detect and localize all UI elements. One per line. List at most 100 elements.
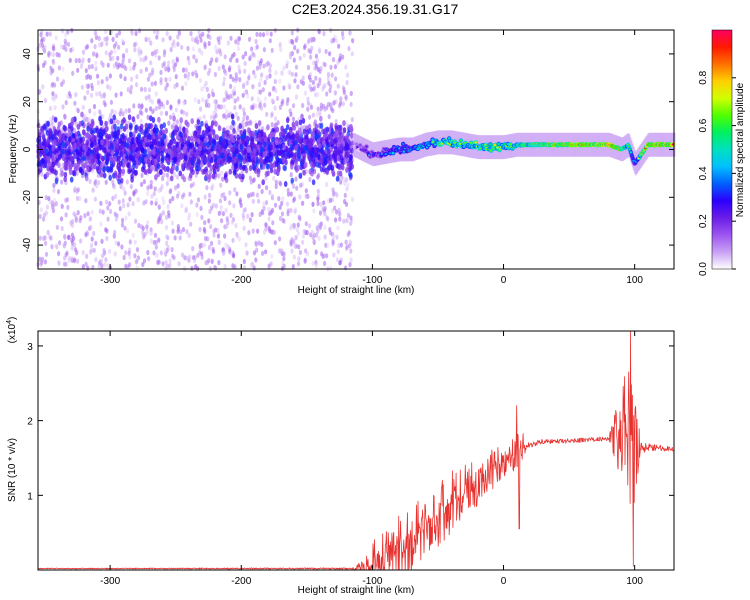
spectrogram-noise-point xyxy=(137,132,141,139)
spectrogram-noise-point xyxy=(231,137,236,144)
spectrogram-noise-point xyxy=(339,154,344,161)
spectrogram-noise-point xyxy=(105,153,110,160)
spectrogram-noise-point xyxy=(111,36,115,43)
spectrogram-noise-point xyxy=(142,163,146,170)
spectrogram-noise-point xyxy=(64,46,68,52)
spectrogram-noise-point xyxy=(208,67,212,73)
spectrogram-noise-point xyxy=(63,176,67,183)
spectrogram-noise-point xyxy=(323,159,328,165)
spectrogram-noise-point xyxy=(238,153,242,160)
spectrogram-noise-point xyxy=(177,31,182,37)
spectrogram-noise-point xyxy=(66,234,70,240)
spectrogram-noise-point xyxy=(232,128,236,134)
spectrogram-noise-point xyxy=(85,253,89,259)
spectrogram-noise-point xyxy=(190,36,194,42)
spectrogram-noise-point xyxy=(268,189,272,196)
spectrogram-noise-point xyxy=(260,188,264,195)
spectrogram-noise-point xyxy=(164,265,168,271)
spectrogram-noise-point xyxy=(269,131,274,138)
spectrogram-noise-point xyxy=(181,163,185,170)
spectrogram-noise-point xyxy=(335,209,339,215)
spectrogram-noise-point xyxy=(164,66,168,72)
spectrogram-noise-point xyxy=(39,150,43,157)
spectrogram-noise-point xyxy=(275,95,280,102)
spectrogram-noise-point xyxy=(210,57,214,63)
spectrogram-noise-point xyxy=(129,66,133,72)
spectrogram-noise-point xyxy=(209,114,213,120)
spectrogram-noise-point xyxy=(57,162,61,169)
spectrogram-noise-point xyxy=(216,36,220,42)
spectrogram-noise-point xyxy=(269,161,273,168)
spectrogram-noise-point xyxy=(302,128,307,135)
spectrogram-noise-point xyxy=(102,139,107,146)
spectrogram-noise-point xyxy=(176,183,180,189)
spectrogram-noise-point xyxy=(296,164,301,171)
spectrogram-noise-point xyxy=(251,160,256,166)
spectrogram-noise-point xyxy=(90,118,95,125)
spectrogram-noise-point xyxy=(289,207,293,213)
spectrogram-noise-point xyxy=(89,249,93,255)
spectrogram-noise-point xyxy=(344,177,348,183)
spectrogram-noise-point xyxy=(42,36,46,42)
spectrogram-noise-point xyxy=(148,106,153,112)
spectrogram-noise-point xyxy=(270,47,274,54)
spectrogram-noise-point xyxy=(174,185,178,191)
spectrogram-noise-point xyxy=(250,212,254,218)
spectrogram-noise-point xyxy=(113,251,117,257)
spectrogram-noise-point xyxy=(66,93,70,100)
spectrogram-noise-point xyxy=(276,149,281,156)
spectrogram-noise-point xyxy=(305,129,310,136)
spectrogram-noise-point xyxy=(179,131,183,138)
spectrogram-noise-point xyxy=(238,160,243,167)
spectrogram-noise-point xyxy=(306,137,311,144)
spectrogram-noise-point xyxy=(280,211,284,217)
spectrogram-signal-point xyxy=(391,152,395,155)
spectrogram-noise-point xyxy=(144,66,148,72)
spectrogram-noise-point xyxy=(348,262,352,268)
spectrogram-noise-point xyxy=(171,195,175,202)
spectrogram-noise-point xyxy=(65,250,69,256)
spectrogram-noise-point xyxy=(256,228,260,234)
spectrogram-noise-point xyxy=(289,172,293,178)
spectrogram-noise-point xyxy=(113,211,117,217)
spectrogram-noise-point xyxy=(264,200,269,206)
spectrogram-noise-point xyxy=(254,240,258,246)
figure-title: C2E3.2024.356.19.31.G17 xyxy=(292,1,459,17)
spectrogram-noise-point xyxy=(111,55,115,61)
spectrogram-noise-point xyxy=(295,185,299,191)
spectrogram-noise-point xyxy=(248,175,253,181)
spectrogram-noise-point xyxy=(349,257,353,263)
spectrogram-noise-point xyxy=(262,205,266,211)
spectrogram-noise-point xyxy=(41,134,46,141)
spectrogram-noise-point xyxy=(290,163,294,170)
spectrogram-noise-point xyxy=(167,213,171,219)
spectrogram-noise-point xyxy=(171,58,175,65)
spectrogram-noise-point xyxy=(180,85,185,91)
spectrogram-noise-point xyxy=(184,81,188,87)
spectrogram-noise-point xyxy=(306,65,311,71)
spectrogram-noise-point xyxy=(210,145,215,152)
spectrogram-noise-point xyxy=(229,73,233,80)
spectrogram-noise-point xyxy=(331,237,335,244)
spectrogram-noise-point xyxy=(309,137,314,144)
spectrogram-noise-point xyxy=(296,261,301,267)
spectrogram-signal-point xyxy=(458,142,462,145)
spectrogram-noise-point xyxy=(186,255,190,261)
spectrogram-noise-point xyxy=(146,146,151,153)
spectrogram-noise-point xyxy=(48,116,53,122)
spectrogram-noise-point xyxy=(295,35,299,41)
spectrogram-noise-point xyxy=(100,41,104,47)
spectrogram-noise-point xyxy=(311,162,315,169)
spectrogram-noise-point xyxy=(223,54,227,60)
spectrogram-noise-point xyxy=(52,182,56,188)
spectrogram-noise-point xyxy=(173,235,177,241)
spectrogram-noise-point xyxy=(117,178,121,185)
spectrogram-noise-point xyxy=(140,172,144,178)
spectrogram-noise-point xyxy=(268,211,272,217)
spectrogram-noise-point xyxy=(164,225,169,231)
spectrogram-noise-point xyxy=(204,123,209,130)
spectrogram-noise-point xyxy=(239,202,243,208)
spectrogram-noise-point xyxy=(296,84,300,90)
spectrogram-noise-point xyxy=(145,141,149,148)
spectrogram-noise-point xyxy=(242,164,246,171)
